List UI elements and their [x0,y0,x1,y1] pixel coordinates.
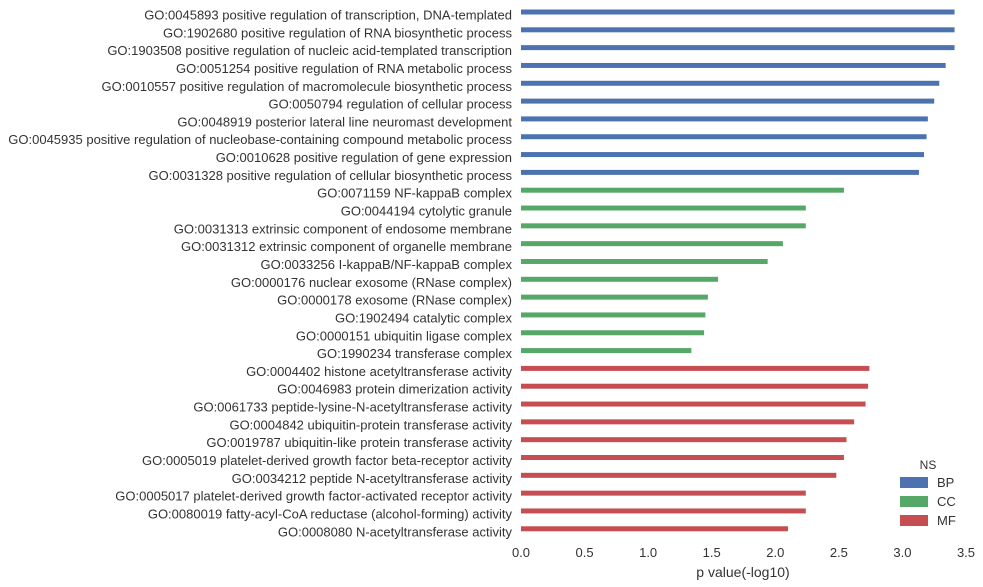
legend-entries: BP CC MF [900,475,956,528]
category-label: GO:0050794 regulation of cellular proces… [268,97,512,112]
category-label: GO:0008080 N-acetyltransferase activity [278,524,513,539]
bar-cc [521,276,719,282]
bar-cc [521,187,844,193]
bar-mf [521,490,806,496]
legend-swatch-mf [900,515,928,526]
category-label: GO:0010557 positive regulation of macrom… [102,79,513,94]
category-label: GO:0005017 platelet-derived growth facto… [115,489,512,504]
category-label: GO:0000151 ubiquitin ligase complex [296,328,513,343]
bar-bp [521,98,935,104]
bar-mf [521,437,847,443]
bar-cc [521,258,768,264]
category-label: GO:1902680 positive regulation of RNA bi… [163,25,513,40]
x-tick-label: 2.5 [830,545,848,560]
category-label: GO:0045935 positive regulation of nucleo… [8,132,512,147]
category-label: GO:0071159 NF-kappaB complex [317,186,512,201]
bar-cc [521,294,708,300]
category-label: GO:0005019 platelet-derived growth facto… [142,453,512,468]
legend-swatch-cc [900,496,928,507]
bar-bp [521,152,925,158]
bar-bp [521,45,955,51]
bar-bp [521,116,928,122]
bar-mf [521,508,806,514]
bar-cc [521,205,806,211]
category-label: GO:0031312 extrinsic component of organe… [181,239,512,254]
category-label: GO:0061733 peptide-lysine-N-acetyltransf… [193,400,512,415]
bar-mf [521,472,837,478]
x-tick-label: 3.0 [893,545,911,560]
bar-mf [521,419,855,425]
category-label: GO:0033256 I-kappaB/NF-kappaB complex [261,257,513,272]
bar-cc [521,348,692,354]
category-label: GO:0048919 posterior lateral line neurom… [177,114,512,129]
bar-bp [521,169,919,175]
bar-bp [521,134,927,140]
bar-bp [521,27,955,33]
x-tick-label: 0.5 [576,545,594,560]
x-tick-label: 1.0 [639,545,657,560]
bar-mf [521,365,870,371]
bar-bp [521,62,946,68]
category-label: GO:0000176 nuclear exosome (RNase comple… [231,275,512,290]
bar-cc [521,330,705,336]
x-axis-ticks: 0.0 0.5 1.0 1.5 2.0 2.5 3.0 3.5 [512,545,975,560]
bar-mf [521,455,844,460]
legend-title: NS [920,458,937,472]
category-label: GO:0034212 peptide N-acetyltransferase a… [232,471,513,486]
bar-cc [521,241,783,247]
category-label: GO:0010628 positive regulation of gene e… [216,150,512,165]
category-label: GO:0045893 positive regulation of transc… [144,8,512,23]
x-tick-label: 1.5 [703,545,721,560]
x-tick-label: 3.5 [957,545,975,560]
category-label: GO:0051254 positive regulation of RNA me… [176,61,513,76]
category-label: GO:1903508 positive regulation of nuclei… [107,43,512,58]
category-label: GO:0044194 cytolytic granule [341,204,512,219]
category-label: GO:0004402 histone acetyltransferase act… [246,364,512,379]
legend-swatch-bp [900,477,928,488]
bar-mf [521,401,866,407]
category-label: GO:0046983 protein dimerization activity [277,382,512,397]
category-label: GO:0019787 ubiquitin-like protein transf… [206,435,512,450]
bar-bp [521,80,940,86]
category-label: GO:0000178 exosome (RNase complex) [277,293,512,308]
bar-mf [521,383,869,389]
legend: NS BP CC MF [900,458,956,528]
bars-group [521,9,955,532]
x-tick-label: 0.0 [512,545,530,560]
category-label: GO:1990234 transferase complex [317,346,513,361]
x-axis-title: p value(-log10) [696,564,789,580]
category-label: GO:1902494 catalytic complex [335,310,513,325]
bar-mf [521,526,788,532]
category-label: GO:0004842 ubiquitin-protein transferase… [229,417,512,432]
bar-cc [521,312,706,318]
bar-cc [521,223,806,229]
bar-bp [521,9,955,15]
category-label: GO:0080019 fatty-acyl-CoA reductase (alc… [148,506,513,521]
category-label: GO:0031328 positive regulation of cellul… [149,168,513,183]
category-labels: GO:0045893 positive regulation of transc… [8,8,512,540]
category-label: GO:0031313 extrinsic component of endoso… [174,221,512,236]
x-tick-label: 2.0 [766,545,784,560]
legend-label-bp: BP [937,475,954,490]
legend-label-cc: CC [937,494,956,509]
legend-label-mf: MF [937,513,956,528]
